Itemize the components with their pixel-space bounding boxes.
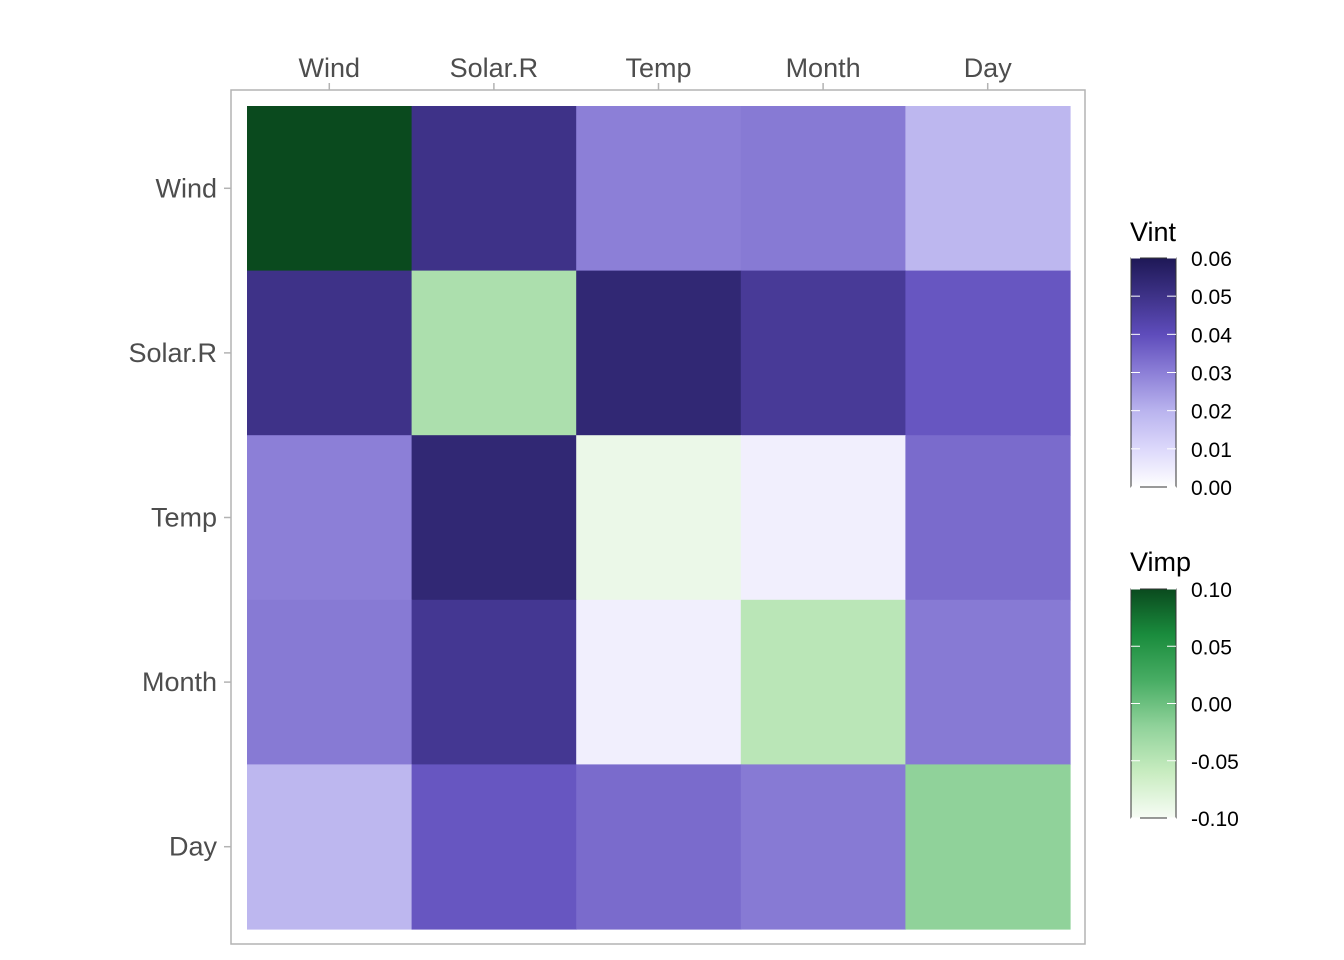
y-tick-label-wind: Wind — [155, 173, 217, 203]
legend-tick-label: -0.10 — [1191, 808, 1239, 831]
cell-vint-month-wind — [247, 599, 413, 765]
legend-tick-label: 0.03 — [1191, 363, 1232, 386]
cell-vint-month-temp — [576, 599, 742, 765]
legend-tick-label: 0.06 — [1191, 248, 1232, 271]
cell-vimp-temp — [576, 435, 742, 601]
cell-vint-wind-solar-r — [411, 106, 577, 272]
cell-vint-month-solar-r — [411, 599, 577, 765]
cell-vint-day-wind — [247, 764, 413, 930]
legend-tick-label: 0.00 — [1191, 477, 1232, 500]
x-tick-label-wind: Wind — [299, 53, 361, 83]
legend-tick-label: 0.04 — [1191, 324, 1232, 347]
cell-vint-wind-month — [740, 106, 906, 272]
cell-vimp-solar-r — [411, 270, 577, 436]
x-tick-label-temp: Temp — [625, 53, 691, 83]
cell-vint-temp-wind — [247, 435, 413, 601]
cell-vint-temp-solar-r — [411, 435, 577, 601]
cell-vint-day-temp — [576, 764, 742, 930]
legend-title-vint: Vint — [1130, 217, 1177, 247]
legend-tick-label: 0.02 — [1191, 401, 1232, 424]
legend-tick-label: 0.05 — [1191, 636, 1232, 659]
cell-vint-temp-month — [740, 435, 906, 601]
x-tick-label-solar-r: Solar.R — [450, 53, 539, 83]
cell-vint-solar-r-wind — [247, 270, 413, 436]
cell-vint-temp-day — [905, 435, 1071, 601]
legend-title-vimp: Vimp — [1130, 547, 1191, 577]
x-axis-top: Wind Solar.R Temp Month Day — [299, 53, 1013, 90]
cell-vimp-month — [740, 599, 906, 765]
cell-vint-solar-r-day — [905, 270, 1071, 436]
legend-tick-label: 0.05 — [1191, 286, 1232, 309]
y-tick-label-temp: Temp — [151, 503, 217, 533]
cell-vint-wind-temp — [576, 106, 742, 272]
legend-tick-label: 0.10 — [1191, 579, 1232, 602]
cell-vint-day-solar-r — [411, 764, 577, 930]
y-tick-label-month: Month — [142, 667, 217, 697]
cell-vint-wind-day — [905, 106, 1071, 272]
legends: Vint0.060.050.040.030.020.010.00Vimp0.10… — [1130, 217, 1239, 831]
legend-vint: Vint 0.06 0.05 0.04 0.03 0.02 0.01 0.00 — [1130, 217, 1232, 500]
cell-vint-solar-r-month — [740, 270, 906, 436]
y-tick-label-solar-r: Solar.R — [128, 338, 217, 368]
legend-tick-label: 0.01 — [1191, 439, 1232, 462]
y-tick-label-day: Day — [169, 832, 218, 862]
y-axis-left: Wind Solar.R Temp Month Day — [128, 173, 231, 862]
legend-tick-label: -0.05 — [1191, 751, 1239, 774]
cell-vint-day-month — [740, 764, 906, 930]
cell-vimp-day — [905, 764, 1071, 930]
x-tick-label-month: Month — [786, 53, 861, 83]
legend-tick-label: 0.00 — [1191, 694, 1232, 717]
cell-vimp-wind — [247, 106, 413, 272]
cell-vint-solar-r-temp — [576, 270, 742, 436]
x-tick-label-day: Day — [964, 53, 1013, 83]
cell-vint-month-day — [905, 599, 1071, 765]
heatmap-cells — [247, 106, 1071, 930]
